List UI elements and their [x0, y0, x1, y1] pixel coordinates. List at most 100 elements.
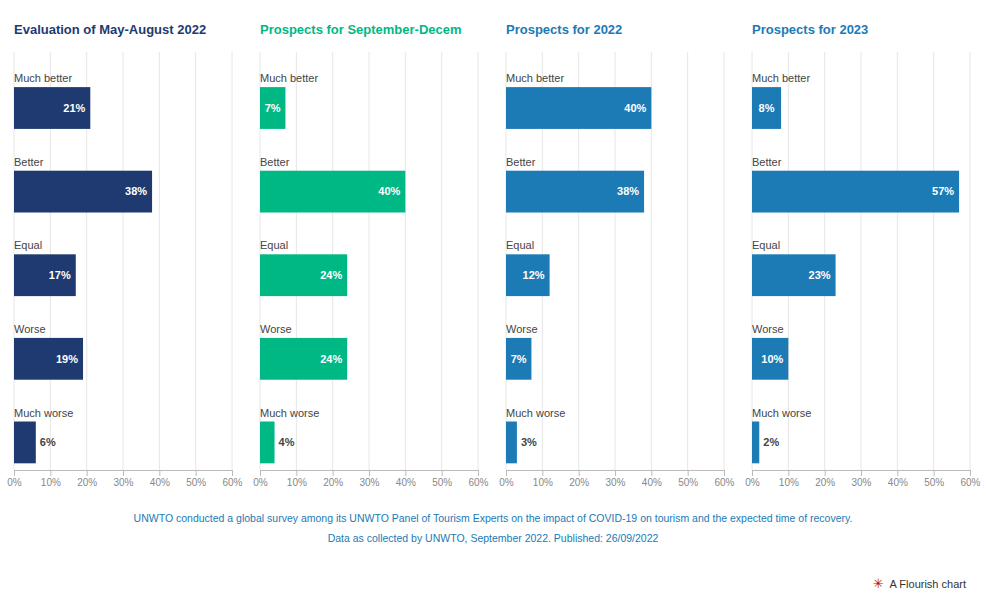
x-tick: 20%	[569, 470, 589, 488]
panel-title: Prospects for 2023	[752, 22, 868, 37]
tick-label: 30%	[113, 477, 133, 488]
grid	[752, 52, 970, 470]
data-label: 38%	[125, 185, 147, 197]
tick-label: 30%	[359, 477, 379, 488]
x-axis: 0%10%20%30%40%50%60%	[7, 470, 242, 488]
category-label: Much better	[14, 72, 72, 84]
x-tick: 30%	[359, 470, 379, 488]
bar	[14, 338, 83, 380]
tick-mark	[232, 470, 233, 476]
bar	[752, 422, 759, 464]
tick-mark	[260, 470, 261, 476]
logo-text: A Flourish chart	[890, 578, 966, 590]
category-label: Better	[506, 156, 536, 168]
tick-label: 0%	[745, 477, 760, 488]
bar	[506, 171, 644, 213]
data-label: 10%	[761, 353, 783, 365]
tick-label: 40%	[150, 477, 170, 488]
data-label: 2%	[763, 436, 779, 448]
tick-label: 30%	[605, 477, 625, 488]
tick-label: 20%	[323, 477, 343, 488]
tick-mark	[196, 470, 197, 476]
data-label: 6%	[40, 436, 56, 448]
panel-title: Prospects for September-Decem	[260, 22, 462, 37]
tick-label: 20%	[77, 477, 97, 488]
data-label: 24%	[320, 353, 342, 365]
grid-line	[478, 52, 479, 470]
x-tick: 20%	[815, 470, 835, 488]
category-label: Equal	[260, 239, 288, 251]
x-tick: 60%	[468, 470, 488, 488]
logo-mark: ✳	[873, 576, 884, 591]
data-labels: 7%40%24%24%4%	[265, 102, 401, 448]
category-label: Much worse	[14, 407, 73, 419]
bar	[260, 338, 347, 380]
x-tick: 0%	[499, 470, 514, 488]
x-tick: 0%	[745, 470, 760, 488]
category-labels: Much betterBetterEqualWorseMuch worse	[14, 72, 73, 418]
data-label: 38%	[617, 185, 639, 197]
x-tick: 50%	[678, 470, 698, 488]
x-tick: 40%	[642, 470, 662, 488]
x-tick: 40%	[396, 470, 416, 488]
x-tick: 0%	[7, 470, 22, 488]
tick-mark	[970, 470, 971, 476]
panel: 0%10%20%30%40%50%60%Much betterBetterEqu…	[745, 22, 980, 488]
category-label: Much worse	[260, 407, 319, 419]
x-tick: 50%	[924, 470, 944, 488]
bar	[260, 422, 275, 464]
tick-mark	[369, 470, 370, 476]
tick-label: 10%	[287, 477, 307, 488]
tick-mark	[579, 470, 580, 476]
grid-line	[933, 52, 934, 470]
tick-label: 40%	[888, 477, 908, 488]
grid-line	[970, 52, 971, 470]
category-label: Worse	[752, 323, 784, 335]
tick-label: 60%	[714, 477, 734, 488]
category-label: Better	[752, 156, 782, 168]
tick-label: 20%	[569, 477, 589, 488]
data-labels: 21%38%17%19%6%	[40, 102, 147, 448]
tick-mark	[87, 470, 88, 476]
grid	[506, 52, 724, 470]
grid	[14, 52, 232, 470]
category-label: Worse	[506, 323, 538, 335]
data-label: 21%	[63, 102, 85, 114]
data-label: 24%	[320, 269, 342, 281]
tick-mark	[333, 470, 334, 476]
data-label: 17%	[49, 269, 71, 281]
category-label: Equal	[752, 239, 780, 251]
tick-label: 10%	[41, 477, 61, 488]
tick-mark	[615, 470, 616, 476]
category-label: Much better	[752, 72, 810, 84]
footer-line: UNWTO conducted a global survey among it…	[134, 512, 853, 524]
category-labels: Much betterBetterEqualWorseMuch worse	[752, 72, 811, 418]
panel: 0%10%20%30%40%50%60%Much betterBetterEqu…	[7, 22, 242, 488]
x-tick: 60%	[714, 470, 734, 488]
tick-mark	[688, 470, 689, 476]
tick-label: 40%	[642, 477, 662, 488]
tick-mark	[724, 470, 725, 476]
bar	[14, 171, 152, 213]
data-label: 40%	[378, 185, 400, 197]
panel-title: Evaluation of May-August 2022	[14, 22, 206, 37]
tick-mark	[159, 470, 160, 476]
tick-label: 10%	[533, 477, 553, 488]
tick-label: 60%	[960, 477, 980, 488]
grid-line	[232, 52, 233, 470]
panel-title: Prospects for 2022	[506, 22, 622, 37]
tick-mark	[752, 470, 753, 476]
category-label: Much better	[506, 72, 564, 84]
tick-mark	[405, 470, 406, 476]
bar	[14, 87, 90, 129]
category-label: Equal	[14, 239, 42, 251]
bar	[752, 254, 836, 296]
category-label: Equal	[506, 239, 534, 251]
footer-line: Data as collected by UNWTO, September 20…	[328, 532, 659, 544]
x-tick: 30%	[113, 470, 133, 488]
grid-line	[369, 52, 370, 470]
grid-line	[861, 52, 862, 470]
x-tick: 20%	[323, 470, 343, 488]
tick-mark	[442, 470, 443, 476]
data-label: 40%	[624, 102, 646, 114]
